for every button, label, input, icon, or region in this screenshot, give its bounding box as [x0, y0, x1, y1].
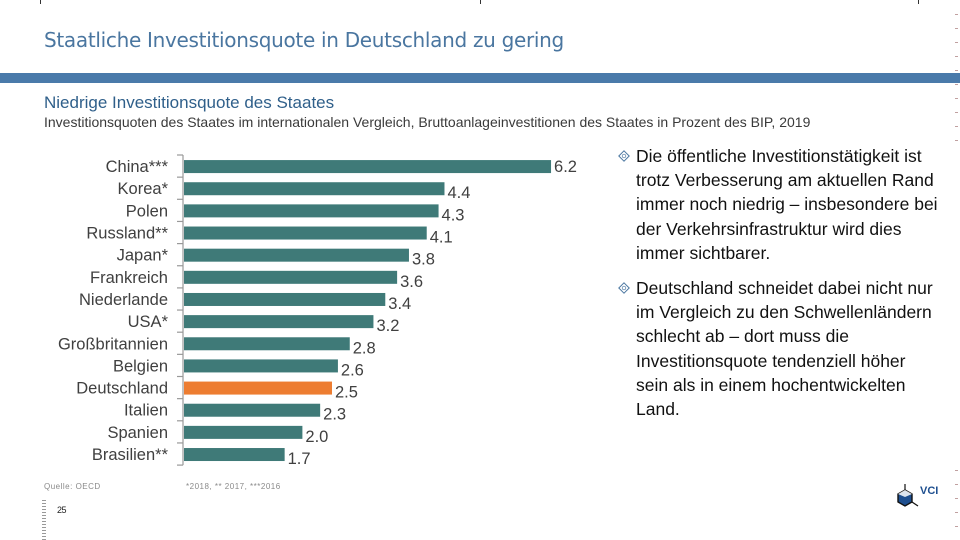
source-note: Quelle: OECD [44, 482, 101, 491]
title-divider [0, 73, 960, 83]
diamond-bullet-icon [618, 282, 630, 294]
bar-spanien [184, 425, 303, 439]
category-label: USA* [128, 313, 169, 331]
bar-niederlande [184, 292, 386, 306]
page-marks [42, 500, 46, 540]
category-label: China*** [106, 158, 169, 176]
value-label: 2.5 [335, 384, 358, 402]
value-label: 6.2 [554, 158, 577, 176]
category-label: Niederlande [79, 291, 168, 309]
vci-logo-icon [897, 484, 919, 507]
value-label: 2.6 [341, 361, 364, 379]
chart-description: Investitionsquoten des Staates im intern… [44, 114, 811, 130]
category-label: Deutschland [76, 380, 168, 398]
bar-polen [184, 204, 439, 218]
bar-china [184, 160, 552, 174]
value-label: 3.2 [376, 317, 399, 335]
bar-korea [184, 182, 445, 196]
bar-italien [184, 403, 321, 417]
bar-brasilien [184, 448, 285, 462]
bullet-list: Die öffentliche Investitionstätigkeit is… [618, 144, 938, 432]
bullet-item: Deutschland schneidet dabei nicht nur im… [618, 276, 938, 421]
edge-dots [955, 470, 958, 530]
category-label: Brasilien** [92, 446, 169, 464]
value-label: 2.8 [353, 339, 376, 357]
category-label: Großbritannien [58, 335, 168, 353]
edge-mark [480, 0, 481, 4]
value-label: 1.7 [288, 450, 311, 468]
category-label: Russland** [86, 225, 168, 243]
footnote: *2018, ** 2017, ***2016 [186, 482, 281, 491]
bullet-text: Die öffentliche Investitionstätigkeit is… [636, 146, 938, 263]
bullet-text: Deutschland schneidet dabei nicht nur im… [636, 278, 933, 420]
bar-frankreich [184, 270, 398, 284]
edge-mark [918, 0, 919, 4]
bar-belgien [184, 359, 338, 373]
bar-japan [184, 248, 409, 262]
category-label: Spanien [107, 424, 168, 442]
value-label: 3.6 [400, 273, 423, 291]
edge-mark [40, 0, 41, 4]
value-label: 3.8 [412, 251, 435, 269]
slide-title: Staatliche Investitionsquote in Deutschl… [44, 28, 564, 52]
category-label: Korea* [118, 180, 169, 198]
bar-usa [184, 315, 374, 329]
diamond-bullet-icon [618, 150, 630, 162]
category-label: Polen [126, 202, 168, 220]
page-number: 25 [57, 505, 67, 515]
value-label: 4.3 [442, 206, 465, 224]
category-label: Frankreich [90, 269, 168, 287]
category-label: Belgien [113, 357, 168, 375]
category-label: Italien [124, 402, 168, 420]
bar-russland [184, 226, 427, 240]
value-label: 4.4 [447, 184, 470, 202]
value-label: 4.1 [430, 229, 453, 247]
bar-deutschland [184, 381, 332, 395]
chart-subtitle: Niedrige Investitionsquote des Staates [44, 93, 335, 112]
bar-chart: China*** 6.2 Korea* 4.4 Polen 4.3 Russland** 4.… [58, 154, 577, 468]
category-label: Japan* [117, 247, 169, 265]
bar-großbritannien [184, 337, 350, 351]
value-label: 2.0 [305, 428, 328, 446]
value-label: 2.3 [323, 406, 346, 424]
value-label: 3.4 [388, 295, 411, 313]
bullet-item: Die öffentliche Investitionstätigkeit is… [618, 144, 938, 265]
logo-text: VCI [920, 485, 939, 497]
